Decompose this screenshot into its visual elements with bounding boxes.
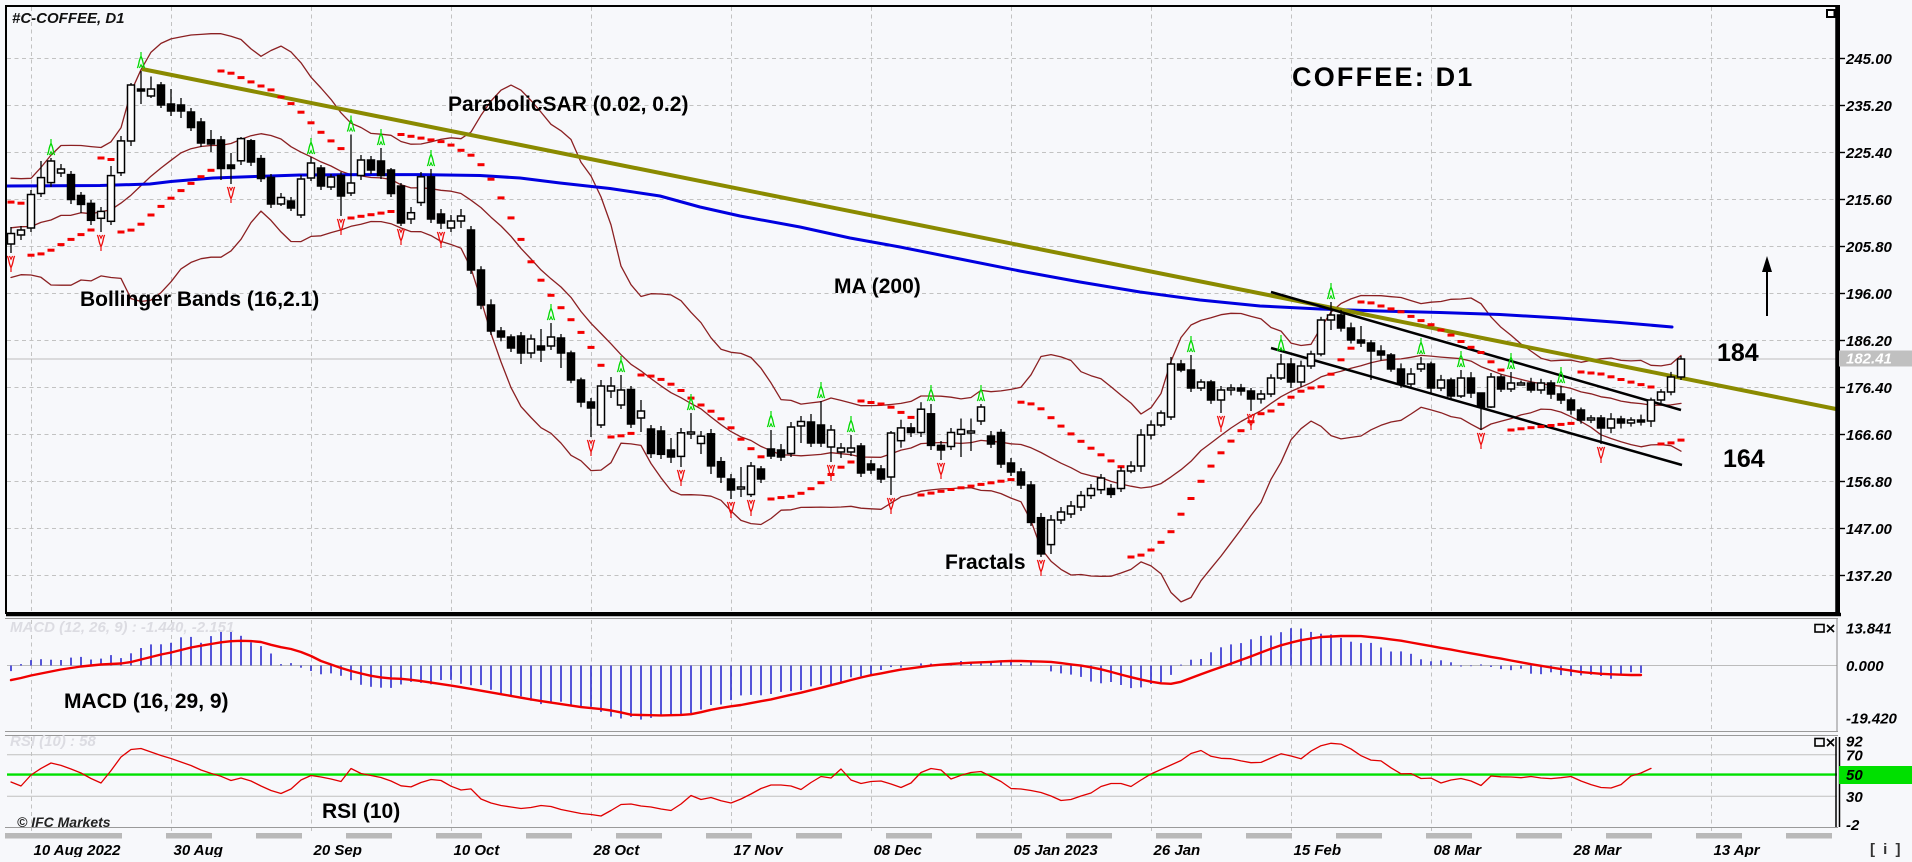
svg-text:Bollinger Bands (16,2.1): Bollinger Bands (16,2.1) [80, 288, 319, 311]
svg-text:COFFEE: D1: COFFEE: D1 [1292, 62, 1475, 92]
svg-text:166.60: 166.60 [1846, 427, 1893, 444]
svg-text:#C-COFFEE, D1: #C-COFFEE, D1 [12, 10, 125, 27]
svg-text:10 Aug 2022: 10 Aug 2022 [34, 842, 122, 857]
svg-text:245.00: 245.00 [1845, 51, 1893, 68]
svg-text:137.20: 137.20 [1846, 568, 1893, 585]
svg-text:[ i ]: [ i ] [1870, 841, 1903, 857]
svg-text:215.60: 215.60 [1845, 192, 1893, 209]
svg-text:05 Jan 2023: 05 Jan 2023 [1014, 842, 1099, 857]
svg-text:182.41: 182.41 [1846, 351, 1892, 368]
svg-text:17 Nov: 17 Nov [734, 842, 785, 857]
svg-text:15 Feb: 15 Feb [1294, 842, 1342, 857]
svg-text:13 Apr: 13 Apr [1714, 842, 1761, 857]
svg-text:-19.420: -19.420 [1846, 711, 1898, 728]
svg-text:ParabolicSAR (0.02, 0.2): ParabolicSAR (0.02, 0.2) [448, 93, 688, 116]
svg-text:10 Oct: 10 Oct [454, 842, 501, 857]
svg-text:225.40: 225.40 [1845, 145, 1893, 162]
svg-text:08 Mar: 08 Mar [1434, 842, 1483, 857]
svg-text:50: 50 [1846, 767, 1863, 784]
svg-text:164: 164 [1723, 445, 1765, 473]
svg-text:30 Aug: 30 Aug [174, 842, 223, 857]
svg-text:205.80: 205.80 [1845, 239, 1893, 256]
svg-text:184: 184 [1717, 339, 1759, 367]
svg-text:MA (200): MA (200) [834, 275, 921, 298]
svg-text:30: 30 [1846, 789, 1863, 806]
svg-text:08 Dec: 08 Dec [874, 842, 923, 857]
svg-text:MACD (12, 26, 9) : -1.440, -2.: MACD (12, 26, 9) : -1.440, -2.151 [10, 619, 234, 636]
svg-text:28 Mar: 28 Mar [1573, 842, 1623, 857]
svg-text:92: 92 [1846, 734, 1863, 751]
svg-text:147.00: 147.00 [1846, 521, 1893, 538]
svg-text:MACD (16, 29, 9): MACD (16, 29, 9) [64, 690, 229, 713]
svg-text:Fractals: Fractals [945, 551, 1026, 574]
svg-text:235.20: 235.20 [1845, 98, 1893, 115]
svg-text:© IFC Markets: © IFC Markets [17, 814, 111, 830]
svg-text:26 Jan: 26 Jan [1153, 842, 1201, 857]
svg-text:20 Sep: 20 Sep [313, 842, 362, 857]
svg-text:186.20: 186.20 [1846, 333, 1893, 350]
svg-text:RSI (10): RSI (10) [322, 800, 400, 823]
svg-text:13.841: 13.841 [1846, 621, 1892, 638]
svg-text:196.00: 196.00 [1846, 286, 1893, 303]
svg-text:28 Oct: 28 Oct [593, 842, 641, 857]
svg-text:156.80: 156.80 [1846, 474, 1893, 491]
svg-text:176.40: 176.40 [1846, 380, 1893, 397]
svg-text:0.000: 0.000 [1846, 658, 1884, 675]
svg-text:70: 70 [1846, 748, 1863, 765]
svg-text:-2: -2 [1846, 817, 1860, 834]
svg-text:RSI (10) : 58: RSI (10) : 58 [10, 733, 97, 750]
